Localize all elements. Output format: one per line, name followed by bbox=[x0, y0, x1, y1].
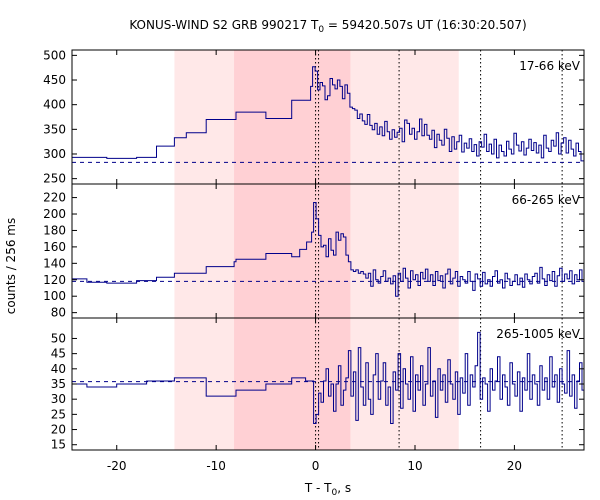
chart-title: KONUS-WIND S2 GRB 990217 T0 = 59420.507s… bbox=[129, 18, 526, 35]
energy-band-panels: 250 300 350 400 450 500 17-66 keV 80 100 120 140 16… bbox=[43, 48, 585, 452]
y-tick-label-2-4: 35 bbox=[51, 377, 66, 391]
y-tick-label-1-5: 180 bbox=[43, 223, 66, 237]
y-tick-label-0-5: 500 bbox=[43, 48, 66, 62]
x-tick-label-3: 10 bbox=[407, 459, 422, 473]
y-tick-label-2-1: 20 bbox=[51, 423, 66, 437]
y-tick-label-1-0: 80 bbox=[51, 306, 66, 320]
x-axis: -20 -10 0 10 20 bbox=[107, 459, 522, 473]
band-label-0: 17-66 keV bbox=[519, 59, 581, 73]
band-label-1: 66-265 keV bbox=[512, 193, 581, 207]
y-tick-label-0-0: 250 bbox=[43, 172, 66, 186]
panel-1: 80 100 120 140 160 180 200 220 66-265 keV bbox=[43, 183, 585, 320]
shaded-regions bbox=[174, 50, 459, 450]
y-tick-label-1-3: 140 bbox=[43, 256, 66, 270]
x-tick-label-4: 20 bbox=[507, 459, 522, 473]
x-tick-label-2: 0 bbox=[312, 459, 320, 473]
y-tick-label-2-2: 25 bbox=[51, 407, 66, 421]
y-tick-label-2-6: 45 bbox=[51, 347, 66, 361]
x-tick-label-1: -10 bbox=[206, 459, 226, 473]
y-tick-label-1-4: 160 bbox=[43, 240, 66, 254]
y-tick-label-1-6: 200 bbox=[43, 207, 66, 221]
y-tick-label-2-0: 15 bbox=[51, 438, 66, 452]
y-tick-label-1-2: 120 bbox=[43, 273, 66, 287]
series-line-2 bbox=[72, 331, 584, 424]
y-tick-label-0-3: 400 bbox=[43, 98, 66, 112]
x-tick-label-0: -20 bbox=[107, 459, 127, 473]
y-tick-label-0-4: 450 bbox=[43, 73, 66, 87]
series-line-1 bbox=[72, 202, 584, 297]
y-tick-label-2-3: 30 bbox=[51, 392, 66, 406]
y-tick-label-0-2: 350 bbox=[43, 122, 66, 136]
y-tick-label-2-7: 50 bbox=[51, 331, 66, 345]
series-line-0 bbox=[72, 66, 584, 162]
x-axis-label: T - T0, s bbox=[304, 481, 351, 498]
y-tick-label-1-1: 100 bbox=[43, 289, 66, 303]
y-tick-label-1-7: 220 bbox=[43, 191, 66, 205]
y-tick-label-0-1: 300 bbox=[43, 147, 66, 161]
panel-0: 250 300 350 400 450 500 17-66 keV bbox=[43, 48, 585, 186]
y-axis-label: counts / 256 ms bbox=[4, 218, 18, 314]
band-label-2: 265-1005 keV bbox=[496, 327, 580, 341]
y-tick-label-2-5: 40 bbox=[51, 362, 66, 376]
